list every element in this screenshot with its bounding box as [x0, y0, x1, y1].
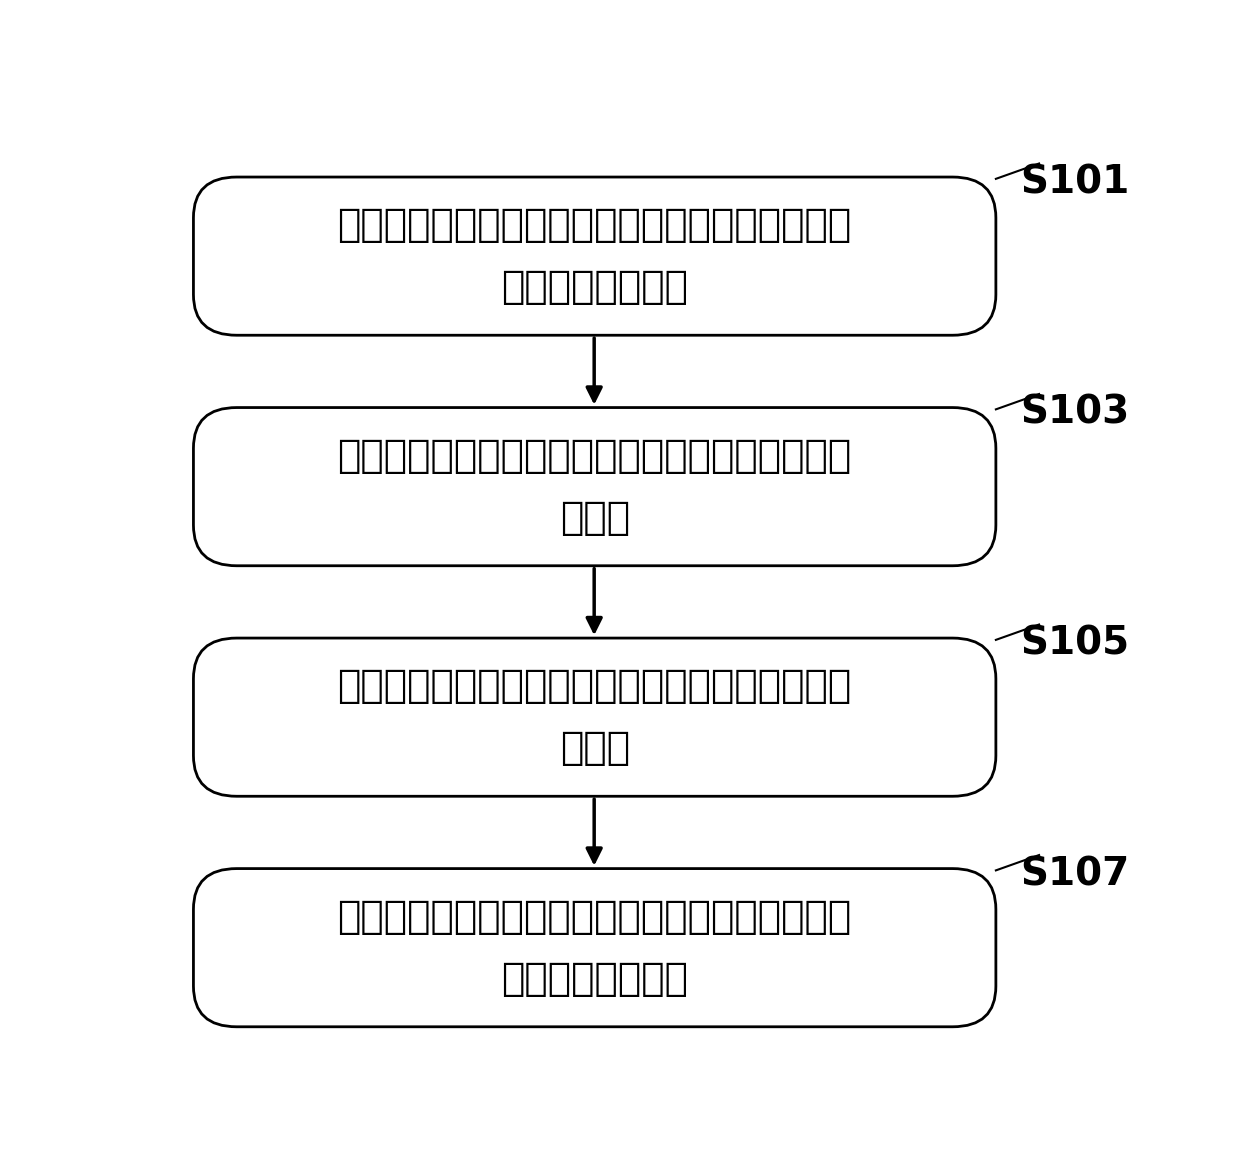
FancyBboxPatch shape [193, 407, 996, 566]
Text: 若进入疑似睡眠状态，则采集预设第二时间周期内
的心率: 若进入疑似睡眠状态，则采集预设第二时间周期内 的心率 [337, 667, 852, 767]
FancyBboxPatch shape [193, 869, 996, 1027]
Text: S107: S107 [1019, 855, 1130, 893]
Text: S105: S105 [1019, 625, 1130, 662]
FancyBboxPatch shape [193, 177, 996, 336]
Text: S103: S103 [1019, 394, 1130, 432]
FancyBboxPatch shape [193, 639, 996, 796]
Text: S101: S101 [1019, 163, 1130, 202]
Text: 计算平均心率，若所述平均心率低于目标心率，则
判定进入睡眠状态: 计算平均心率，若所述平均心率低于目标心率，则 判定进入睡眠状态 [337, 898, 852, 998]
Text: 根据采集到的轴加速度变化量判断是否进入疑似睡
眠状态: 根据采集到的轴加速度变化量判断是否进入疑似睡 眠状态 [337, 437, 852, 537]
Text: 预设第一时间周期内采集由翻转运动触发的至少一
个轴加速度变化量: 预设第一时间周期内采集由翻转运动触发的至少一 个轴加速度变化量 [337, 207, 852, 306]
